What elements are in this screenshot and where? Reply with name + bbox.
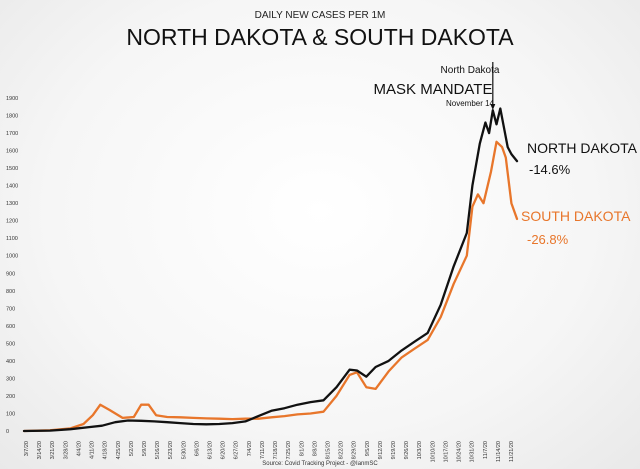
x-tick-label: 7/4/20: [247, 441, 253, 456]
x-tick-label: 5/16/20: [155, 441, 161, 459]
x-tick-label: 10/17/20: [443, 441, 449, 462]
y-tick-label: 1900: [6, 96, 18, 102]
legend-south-dakota-change: -26.8%: [527, 232, 569, 247]
y-tick-label: 800: [6, 289, 15, 295]
y-tick-label: 100: [6, 411, 15, 417]
y-tick-label: 300: [6, 376, 15, 382]
x-tick-label: 5/30/20: [181, 441, 187, 459]
x-tick-label: 8/22/20: [339, 441, 345, 459]
x-tick-label: 3/7/20: [24, 441, 30, 456]
x-tick-label: 4/11/20: [90, 441, 96, 459]
x-tick-label: 11/21/20: [509, 441, 515, 462]
y-tick-label: 1500: [6, 166, 18, 172]
y-tick-label: 1400: [6, 184, 18, 190]
legend-south-dakota-name: SOUTH DAKOTA: [521, 208, 631, 224]
x-tick-label: 9/26/20: [404, 441, 410, 459]
x-tick-label: 11/7/20: [483, 441, 489, 459]
x-tick-label: 9/5/20: [365, 441, 371, 456]
x-tick-label: 6/27/20: [234, 441, 240, 459]
x-tick-label: 8/15/20: [325, 441, 331, 459]
x-tick-label: 4/4/20: [76, 441, 82, 456]
x-tick-label: 5/9/20: [142, 441, 148, 456]
y-tick-label: 600: [6, 324, 15, 330]
x-tick-label: 3/14/20: [37, 441, 43, 459]
x-tick-label: 7/25/20: [286, 441, 292, 459]
x-tick-label: 8/8/20: [312, 441, 318, 456]
x-tick-label: 4/25/20: [116, 441, 122, 459]
annotation-line2: MASK MANDATE: [374, 81, 493, 98]
y-tick-label: 1800: [6, 114, 18, 120]
x-tick-label: 4/18/20: [103, 441, 109, 459]
y-tick-label: 0: [6, 429, 9, 435]
annotation-arrowhead: [490, 104, 496, 110]
annotation-line1: North Dakota: [441, 65, 500, 76]
chart-subtitle: DAILY NEW CASES PER 1M: [255, 10, 386, 21]
x-tick-label: 8/1/20: [299, 441, 305, 456]
x-tick-label: 10/24/20: [457, 441, 463, 462]
x-tick-label: 7/11/20: [260, 441, 266, 459]
x-tick-label: 10/31/20: [470, 441, 476, 462]
x-tick-label: 6/6/20: [194, 441, 200, 456]
x-tick-label: 10/3/20: [417, 441, 423, 459]
x-tick-label: 6/13/20: [208, 441, 214, 459]
y-tick-label: 1100: [6, 236, 18, 242]
x-tick-label: 5/23/20: [168, 441, 174, 459]
x-tick-label: 6/20/20: [221, 441, 227, 459]
x-tick-label: 9/12/20: [378, 441, 384, 459]
legend-north-dakota-change: -14.6%: [529, 162, 571, 177]
series-line-north-dakota: [22, 107, 519, 433]
y-tick-label: 1700: [6, 131, 18, 137]
chart-title: NORTH DAKOTA & SOUTH DAKOTA: [126, 24, 514, 50]
x-tick-label: 10/10/20: [430, 441, 436, 462]
y-tick-label: 200: [6, 394, 15, 400]
x-tick-label: 8/29/20: [352, 441, 358, 459]
y-tick-label: 900: [6, 271, 15, 277]
x-tick-label: 11/14/20: [496, 441, 502, 462]
y-tick-label: 1200: [6, 219, 18, 225]
y-axis: 0 100 200 300 400 500 600 700 800 900 1000 1100 1200…: [6, 96, 18, 435]
y-tick-label: 400: [6, 359, 15, 365]
y-tick-label: 1600: [6, 149, 18, 155]
x-axis: 3/7/20 3/14/20 3/21/20 3/28/20 4/4/20 4/11/20…: [24, 441, 515, 462]
y-tick-label: 700: [6, 306, 15, 312]
x-tick-label: 3/21/20: [50, 441, 56, 459]
x-tick-label: 5/2/20: [129, 441, 135, 456]
y-tick-label: 500: [6, 341, 15, 347]
legend-north-dakota-name: NORTH DAKOTA: [527, 140, 638, 156]
series-line-south-dakota: [22, 140, 519, 433]
x-tick-label: 7/18/20: [273, 441, 279, 459]
y-tick-label: 1000: [6, 254, 18, 260]
x-tick-label: 9/19/20: [391, 441, 397, 459]
x-tick-label: 3/28/20: [63, 441, 69, 459]
chart-source: Source: Covid Tracking Project - @IanmSC: [262, 461, 378, 467]
series-layer: [22, 107, 519, 433]
annotation-line3: November 14: [446, 99, 495, 108]
y-tick-label: 1300: [6, 201, 18, 207]
